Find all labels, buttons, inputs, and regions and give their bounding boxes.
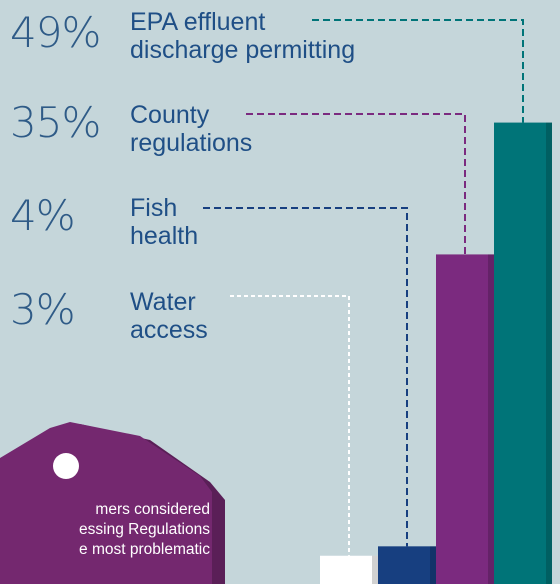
label-water-line1: Water (130, 288, 196, 316)
connector-county-regulations (246, 113, 466, 255)
bar-county-regulations (436, 254, 494, 584)
label-county-line1: County (130, 101, 210, 129)
tag-text-line1: mers considered (95, 501, 210, 518)
pct-fish: 4% (10, 191, 76, 240)
connector-epa (312, 19, 524, 123)
label-epa-line1: EPA effluent (130, 8, 266, 36)
label-fish: Fish health (130, 194, 198, 250)
tag-graphic (0, 422, 225, 584)
label-fish-line1: Fish (130, 194, 178, 222)
connector-fish-health (203, 207, 408, 547)
bar-epa (494, 122, 552, 584)
label-water-line2: access (130, 316, 208, 344)
connector-water-access (230, 295, 350, 556)
label-county-line2: regulations (130, 129, 253, 157)
tag-hole (53, 453, 79, 479)
bar-fish-health (378, 546, 436, 584)
label-county: County regulations (130, 101, 252, 157)
label-fish-line2: health (130, 222, 199, 250)
tag-text: mers considered essing Regulations e mos… (0, 500, 210, 560)
bar-water-access (320, 555, 378, 584)
pct-water: 3% (10, 285, 76, 334)
label-epa-line2: discharge permitting (130, 36, 356, 64)
label-water: Water access (130, 288, 208, 344)
tag-text-line3: e most problematic (79, 541, 210, 558)
pct-county: 35% (10, 98, 101, 147)
pct-epa: 49% (10, 8, 101, 57)
tag-text-line2: essing Regulations (79, 521, 210, 538)
label-epa: EPA effluent discharge permitting (130, 8, 355, 64)
